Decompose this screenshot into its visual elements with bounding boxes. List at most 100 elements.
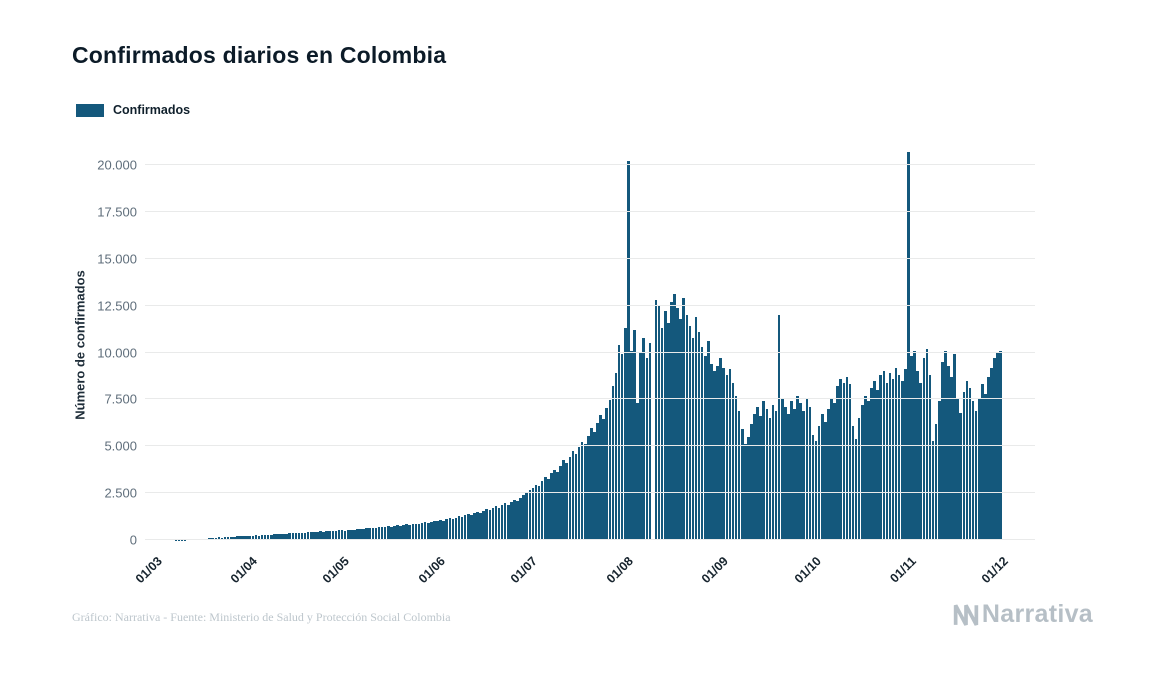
bar	[703, 356, 707, 540]
bar	[451, 519, 455, 540]
bar	[543, 477, 547, 540]
bar	[682, 298, 686, 540]
gridline	[145, 539, 1035, 540]
bar	[503, 503, 507, 540]
bar	[707, 341, 710, 540]
y-tick-label: 20.000	[97, 157, 137, 173]
bar	[633, 330, 636, 540]
bar	[494, 506, 498, 540]
bar	[737, 410, 741, 540]
bar	[371, 528, 375, 540]
y-axis-labels: 0 2.500 5.000 7.500 10.000 12.500 15.000 17.500…	[0, 150, 137, 548]
bar	[577, 447, 581, 540]
bar	[362, 529, 365, 540]
bar	[685, 315, 689, 540]
bar	[322, 531, 325, 540]
bar	[873, 380, 876, 540]
bar	[796, 395, 799, 540]
bar	[491, 508, 495, 540]
bar	[697, 331, 701, 540]
bar	[931, 440, 935, 540]
bar	[947, 365, 950, 540]
bar	[565, 463, 569, 540]
bar	[870, 388, 873, 540]
bar	[627, 161, 630, 540]
bar	[463, 515, 467, 540]
bar	[910, 356, 913, 540]
bar	[396, 525, 399, 540]
bar	[956, 399, 959, 540]
y-tick-label: 10.000	[97, 345, 137, 360]
bar	[922, 358, 926, 540]
bar	[941, 361, 944, 540]
x-tick-label: 01/04	[227, 554, 260, 587]
x-tick-label: 01/03	[132, 554, 165, 587]
bar	[645, 358, 649, 540]
bar	[648, 343, 652, 540]
y-tick-label: 7.500	[104, 391, 137, 407]
y-tick-label: 2.500	[104, 485, 137, 501]
bar	[433, 521, 436, 540]
bar	[959, 412, 963, 540]
bar	[436, 521, 439, 540]
x-tick-label: 01/10	[791, 554, 824, 587]
bar	[380, 527, 384, 540]
y-tick-label: 15.000	[97, 251, 137, 267]
bar	[617, 345, 621, 540]
bar	[984, 393, 987, 540]
bar	[620, 354, 624, 540]
bar	[833, 403, 836, 540]
bar	[553, 469, 556, 540]
bar	[679, 318, 682, 540]
bar	[531, 487, 535, 540]
bar	[547, 479, 550, 540]
bar	[614, 373, 618, 540]
bar	[700, 346, 704, 540]
bar	[279, 534, 282, 540]
bars	[153, 150, 1003, 540]
bar	[857, 418, 861, 540]
bar	[340, 530, 344, 540]
gridline	[145, 445, 1035, 447]
bar	[516, 501, 519, 540]
bar	[288, 533, 292, 540]
bar	[454, 517, 458, 540]
bar	[276, 534, 279, 540]
gridline	[145, 210, 1035, 212]
bar	[605, 407, 609, 540]
bar	[426, 522, 430, 540]
bar	[356, 529, 359, 540]
bar	[611, 386, 615, 540]
bar	[263, 534, 267, 540]
bar	[713, 371, 716, 540]
bar	[805, 399, 809, 540]
bar	[303, 532, 307, 540]
bar	[753, 414, 756, 540]
bar	[254, 535, 258, 540]
bar	[377, 527, 381, 540]
bar	[962, 391, 966, 540]
bar	[734, 395, 738, 540]
bar	[762, 401, 766, 540]
bar	[328, 531, 332, 540]
bar	[316, 531, 319, 540]
bar	[411, 524, 415, 540]
bar	[269, 534, 273, 540]
bar	[814, 440, 818, 540]
bar	[987, 376, 990, 540]
bar	[642, 337, 645, 540]
bar	[350, 529, 353, 540]
bar	[950, 376, 953, 540]
bar	[799, 403, 802, 540]
bar	[306, 532, 310, 540]
bar	[934, 423, 938, 540]
bar	[990, 367, 993, 540]
bar	[313, 532, 316, 540]
x-tick-label: 01/07	[508, 554, 541, 587]
bar	[248, 535, 251, 540]
bar	[497, 507, 501, 540]
bar	[402, 525, 405, 540]
bar	[294, 533, 298, 540]
bar	[525, 493, 529, 540]
bar	[827, 408, 830, 540]
